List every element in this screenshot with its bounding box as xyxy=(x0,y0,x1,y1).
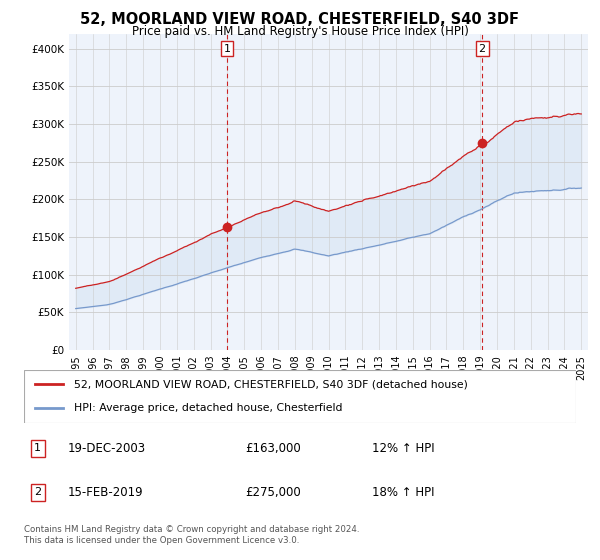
Text: £163,000: £163,000 xyxy=(245,442,301,455)
Text: 52, MOORLAND VIEW ROAD, CHESTERFIELD, S40 3DF (detached house): 52, MOORLAND VIEW ROAD, CHESTERFIELD, S4… xyxy=(74,380,467,390)
Text: 15-FEB-2019: 15-FEB-2019 xyxy=(68,486,144,499)
Text: 52, MOORLAND VIEW ROAD, CHESTERFIELD, S40 3DF: 52, MOORLAND VIEW ROAD, CHESTERFIELD, S4… xyxy=(80,12,520,27)
Text: 12% ↑ HPI: 12% ↑ HPI xyxy=(372,442,434,455)
Text: Contains HM Land Registry data © Crown copyright and database right 2024.
This d: Contains HM Land Registry data © Crown c… xyxy=(24,525,359,545)
Text: £275,000: £275,000 xyxy=(245,486,301,499)
Text: 2: 2 xyxy=(34,487,41,497)
Text: 2: 2 xyxy=(479,44,486,54)
Text: Price paid vs. HM Land Registry's House Price Index (HPI): Price paid vs. HM Land Registry's House … xyxy=(131,25,469,38)
Text: 19-DEC-2003: 19-DEC-2003 xyxy=(68,442,146,455)
Text: 1: 1 xyxy=(223,44,230,54)
FancyBboxPatch shape xyxy=(24,370,576,423)
Text: 18% ↑ HPI: 18% ↑ HPI xyxy=(372,486,434,499)
Text: HPI: Average price, detached house, Chesterfield: HPI: Average price, detached house, Ches… xyxy=(74,403,342,413)
Text: 1: 1 xyxy=(34,444,41,454)
